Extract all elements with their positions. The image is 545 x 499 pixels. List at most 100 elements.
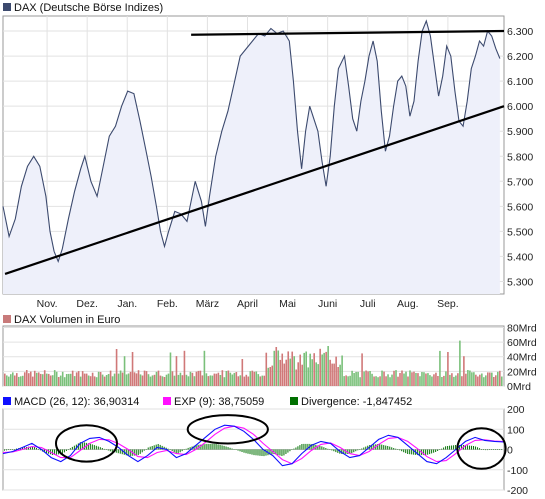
divergence-bar xyxy=(377,444,379,450)
divergence-bar xyxy=(83,442,85,450)
divergence-bar xyxy=(147,447,149,450)
volume-bar xyxy=(363,371,365,386)
volume-bar xyxy=(45,373,48,386)
volume-bar xyxy=(373,376,375,386)
divergence-bar xyxy=(165,447,167,450)
volume-bar xyxy=(141,375,144,386)
price-y-tick-label: 5.500 xyxy=(507,226,533,238)
volume-bar xyxy=(271,365,274,386)
volume-bar xyxy=(249,371,252,386)
volume-y-tick-label: 20Mrd xyxy=(507,366,537,378)
divergence-bar xyxy=(423,449,425,456)
divergence-bar xyxy=(201,444,203,450)
divergence-bar xyxy=(203,444,205,450)
divergence-bar xyxy=(385,445,387,450)
volume-bar xyxy=(93,376,96,386)
volume-bar xyxy=(225,371,228,386)
divergence-bar xyxy=(443,447,445,450)
indicator-annotations xyxy=(55,414,507,470)
divergence-legend-label: Divergence: -1,847452 xyxy=(301,396,412,408)
volume-bar xyxy=(329,359,331,386)
volume-y-tick-label: 0Mrd xyxy=(507,381,531,393)
volume-bar xyxy=(337,367,339,386)
divergence-bar xyxy=(211,443,213,450)
volume-bar xyxy=(81,371,84,386)
volume-bar xyxy=(405,371,407,386)
divergence-bar xyxy=(33,446,35,450)
volume-bar xyxy=(207,376,210,386)
divergence-bar xyxy=(483,449,485,450)
divergence-bar xyxy=(501,449,502,450)
volume-bar xyxy=(407,376,409,386)
divergence-bar xyxy=(97,446,99,450)
divergence-bar xyxy=(219,445,221,450)
volume-bar xyxy=(475,374,477,386)
divergence-bar xyxy=(277,449,279,456)
volume-bar xyxy=(145,371,148,386)
volume-bar xyxy=(131,352,134,386)
volume-bar xyxy=(495,375,497,386)
volume-bar xyxy=(151,375,154,386)
volume-bar xyxy=(29,371,32,386)
price-x-tick-label: Dez. xyxy=(76,298,98,310)
divergence-bar xyxy=(263,449,265,457)
volume-bar xyxy=(85,373,88,386)
volume-bar xyxy=(257,374,260,386)
price-legend-swatch xyxy=(3,3,11,11)
volume-bar xyxy=(383,371,385,386)
divergence-bar xyxy=(293,448,295,450)
divergence-bar xyxy=(261,449,263,456)
volume-bar xyxy=(227,370,230,386)
price-line xyxy=(2,19,501,263)
divergence-bar xyxy=(331,449,333,451)
volume-bar xyxy=(211,375,214,386)
divergence-bar xyxy=(453,445,455,450)
volume-bar xyxy=(485,375,487,386)
divergence-bar xyxy=(255,449,257,456)
volume-bar xyxy=(201,375,204,386)
volume-bar xyxy=(303,352,305,386)
volume-bar xyxy=(339,364,341,386)
divergence-bar xyxy=(249,449,251,455)
volume-bar xyxy=(477,376,479,386)
indicator-y-tick-label: -100 xyxy=(507,465,528,477)
volume-bar xyxy=(7,376,10,386)
volume-bar xyxy=(327,346,329,386)
volume-bar xyxy=(469,370,471,386)
divergence-bar xyxy=(21,447,23,450)
volume-bar xyxy=(493,377,495,386)
volume-bar xyxy=(357,371,359,386)
price-y-tick-label: 6.300 xyxy=(507,26,533,38)
divergence-bar xyxy=(337,449,339,453)
volume-bar xyxy=(121,372,124,386)
divergence-bar xyxy=(301,444,303,450)
volume-bar xyxy=(319,348,321,386)
volume-bar xyxy=(147,374,150,386)
divergence-bar xyxy=(445,446,447,450)
volume-bar xyxy=(459,340,461,386)
volume-bar xyxy=(275,347,278,386)
volume-bar xyxy=(269,367,272,386)
volume-bar xyxy=(355,371,357,386)
divergence-legend-swatch xyxy=(290,397,298,405)
volume-bar xyxy=(375,376,377,386)
divergence-bar xyxy=(325,448,327,450)
price-x-tick-label: Feb. xyxy=(157,298,178,310)
volume-bar xyxy=(17,376,20,386)
divergence-bar xyxy=(43,449,45,453)
volume-bar xyxy=(497,371,499,386)
volume-bar xyxy=(155,371,158,386)
divergence-bar xyxy=(205,443,207,450)
divergence-bar xyxy=(171,449,173,451)
volume-bar xyxy=(423,372,425,386)
divergence-bar xyxy=(383,445,385,450)
volume-bar xyxy=(289,358,292,386)
volume-bar xyxy=(213,373,216,386)
divergence-bar xyxy=(109,449,111,452)
divergence-bar xyxy=(177,449,179,454)
volume-bar xyxy=(451,373,453,386)
divergence-bar xyxy=(387,446,389,450)
divergence-bar xyxy=(419,449,421,456)
divergence-bar xyxy=(103,448,105,450)
volume-bar xyxy=(159,375,162,386)
